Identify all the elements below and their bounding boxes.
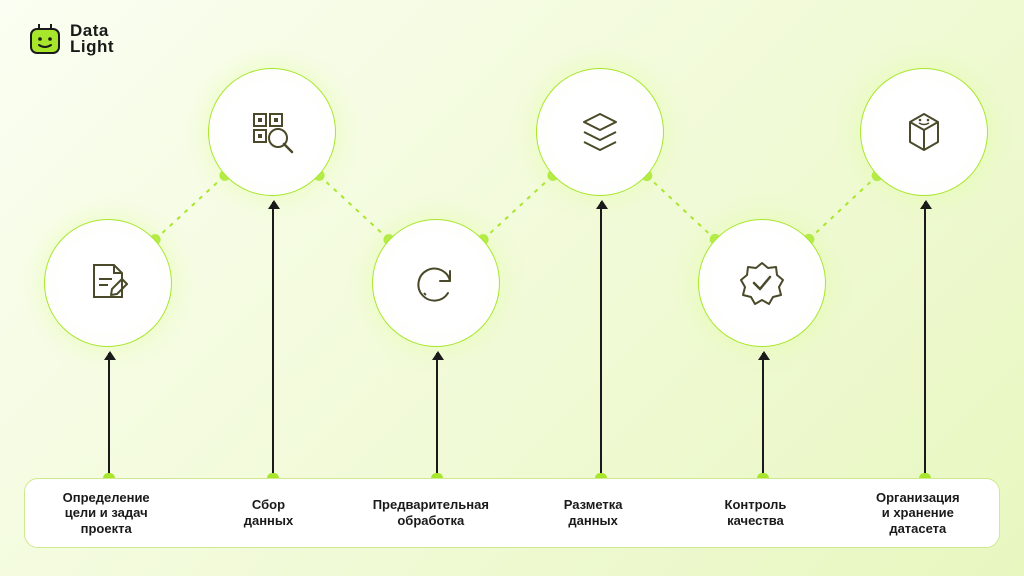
arrow-step-3 [436,353,438,478]
label-step-3: Предварительная обработка [350,479,512,547]
arrow-step-6 [924,202,926,478]
label-step-4: Разметка данных [512,479,674,547]
label-step-1: Определение цели и задач проекта [25,479,187,547]
label-step-6: Организация и хранение датасета [837,479,999,547]
label-step-2: Сбор данных [187,479,349,547]
arrow-step-5 [762,353,764,478]
arrow-step-1 [108,353,110,478]
labels-bar: Определение цели и задач проектаСбор дан… [24,478,1000,548]
arrow-step-4 [600,202,602,478]
label-step-5: Контроль качества [674,479,836,547]
arrow-step-2 [272,202,274,478]
